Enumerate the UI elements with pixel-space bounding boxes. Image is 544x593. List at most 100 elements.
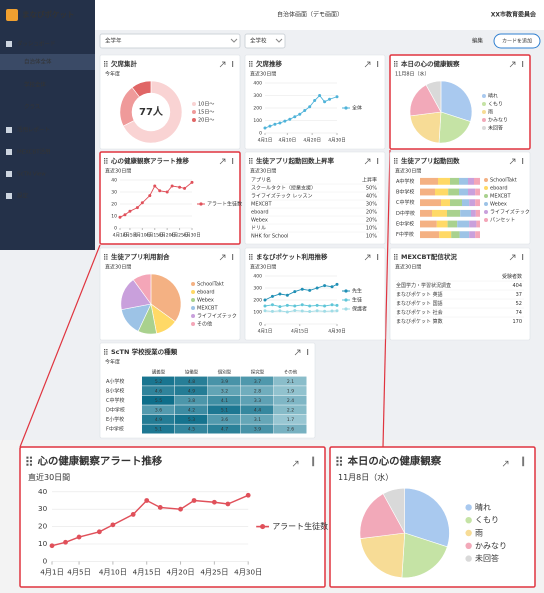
row-header[interactable]: C中学校 <box>106 397 125 404</box>
drag-handle <box>251 258 253 260</box>
drag-handle <box>251 158 253 160</box>
legend-label: 先生 <box>352 288 362 295</box>
expand-icon[interactable] <box>219 158 226 165</box>
table-cell[interactable]: eboard <box>251 210 269 216</box>
expand-icon[interactable] <box>509 61 516 68</box>
category-label[interactable]: C中学校 <box>396 199 415 206</box>
menu-dots[interactable] <box>522 61 524 67</box>
heat-value: 5.5 <box>155 398 162 404</box>
menu-icon <box>6 193 12 199</box>
table-cell[interactable]: まなびポケット 英語 <box>396 291 443 298</box>
table-cell[interactable]: まなびポケット 国語 <box>396 300 443 307</box>
menu-dots[interactable] <box>232 254 234 260</box>
drag-handle <box>251 254 253 256</box>
table-cell[interactable]: ドリル <box>251 226 266 232</box>
edit-action[interactable]: 編集 <box>472 37 484 45</box>
data-point <box>330 285 334 289</box>
row-header[interactable]: A小学校 <box>106 378 124 385</box>
menu-dots[interactable] <box>522 158 524 164</box>
bar-segment <box>420 199 441 207</box>
menu-item[interactable]: 設定 <box>17 192 29 200</box>
pie-slice <box>150 273 182 323</box>
table-cell[interactable]: まなびポケット 算数 <box>396 318 443 325</box>
legend-marker <box>191 322 196 326</box>
category-label[interactable]: A中学校 <box>396 178 414 185</box>
table-cell: 20% <box>366 210 377 216</box>
data-point <box>300 287 304 291</box>
data-point <box>270 303 274 307</box>
expand-icon[interactable] <box>219 61 226 68</box>
add-card-button[interactable] <box>493 33 541 49</box>
category-label[interactable]: F中学校 <box>396 231 414 238</box>
table-cell[interactable]: Webex <box>251 218 268 224</box>
table-cell[interactable]: ライフイズテック レッスン <box>251 193 312 200</box>
card-title: 生徒アプリ利用割合 <box>111 252 170 261</box>
row-header[interactable]: D中学校 <box>106 407 125 414</box>
legend-label: eboard <box>490 186 508 192</box>
table-cell[interactable]: スクールタクト（授業支援） <box>251 185 316 192</box>
menu-item[interactable]: ダッシュボード <box>17 40 56 48</box>
table-cell[interactable]: NHK for School <box>251 234 288 240</box>
legend-marker <box>481 118 486 122</box>
bar-segment <box>441 199 450 207</box>
filter-dropdown[interactable] <box>99 33 241 49</box>
sidebar <box>0 0 95 250</box>
menu-dots[interactable] <box>522 456 525 467</box>
menu-item[interactable]: 活用レポート <box>17 126 50 134</box>
menu-dots[interactable] <box>232 158 234 164</box>
bar-segment <box>447 209 461 217</box>
row-header[interactable]: F中学校 <box>106 426 124 433</box>
table-cell[interactable]: まなびポケット 社会 <box>396 309 443 316</box>
menu-dots[interactable] <box>377 61 379 67</box>
menu-item[interactable]: MEXCBT活用 <box>17 148 51 156</box>
legend-marker <box>344 289 348 293</box>
menu-item[interactable]: クラス <box>24 104 40 111</box>
data-point <box>273 122 277 126</box>
data-point <box>318 94 322 97</box>
table-cell[interactable]: 全国学力・学習状況調査 <box>396 282 451 289</box>
bar-segment <box>420 231 440 239</box>
row-header[interactable]: E小学校 <box>106 416 124 423</box>
menu-dots[interactable] <box>307 349 309 355</box>
bar-segment <box>432 209 447 217</box>
drag-handle <box>106 256 108 258</box>
expand-icon[interactable] <box>364 158 371 165</box>
expand-icon[interactable] <box>292 460 299 467</box>
x-tick-label: 4月1日 <box>258 329 273 335</box>
filter-dropdown[interactable] <box>244 33 286 49</box>
legend-label: 未回答 <box>475 553 499 563</box>
data-point <box>285 303 289 307</box>
menu-dots[interactable] <box>312 456 315 467</box>
data-point <box>293 290 297 294</box>
expand-icon[interactable] <box>219 254 226 261</box>
bar-segment <box>475 209 480 217</box>
category-label[interactable]: D中学校 <box>396 210 415 217</box>
menu-item[interactable]: 自治体全体 <box>24 58 52 66</box>
menu-dots[interactable] <box>377 254 379 260</box>
expand-icon[interactable] <box>364 61 371 68</box>
menu-dots[interactable] <box>377 158 379 164</box>
menu-dots[interactable] <box>232 61 234 67</box>
legend-marker <box>484 210 488 214</box>
x-tick-label: 4月25日 <box>171 233 189 239</box>
drag-handle <box>251 160 253 162</box>
expand-icon[interactable] <box>364 254 371 261</box>
category-label[interactable]: E中学校 <box>396 221 414 228</box>
expand-icon[interactable] <box>502 460 509 467</box>
expand-icon[interactable] <box>509 158 516 165</box>
drag-handle <box>104 256 106 258</box>
table-cell[interactable]: MEXCBT <box>251 202 272 208</box>
menu-item[interactable]: 学校全体 <box>24 81 47 89</box>
expand-icon[interactable] <box>294 349 301 356</box>
row-header[interactable]: B小学校 <box>106 387 124 394</box>
menu-item[interactable]: ScTN View <box>17 172 46 178</box>
drag-handle <box>104 353 106 355</box>
legend-label: MEXCBT <box>490 194 511 200</box>
bar-segment <box>451 231 460 239</box>
expand-icon[interactable] <box>509 254 516 261</box>
drag-handle <box>396 63 398 65</box>
category-label[interactable]: B中学校 <box>396 189 414 196</box>
add-card-label[interactable]: カードを追加 <box>502 38 532 45</box>
bar-segment <box>469 220 477 228</box>
menu-dots[interactable] <box>522 254 524 260</box>
